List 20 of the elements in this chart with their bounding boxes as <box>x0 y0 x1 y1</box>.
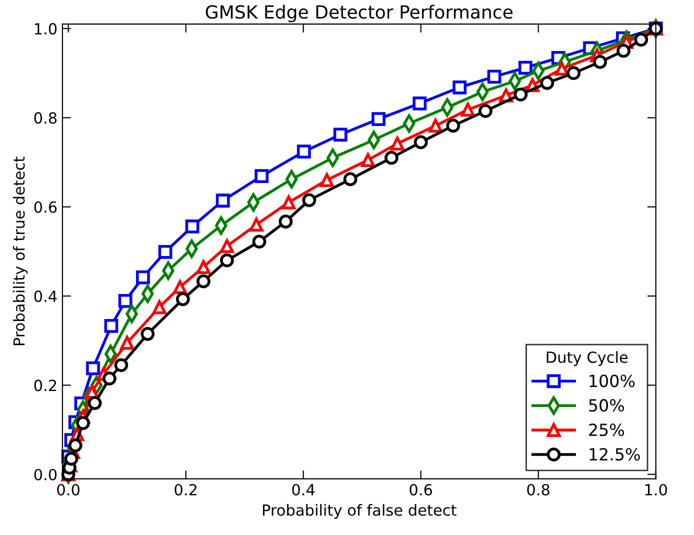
x-tick-label: 1.0 <box>645 484 667 496</box>
x-tick-label: 0.8 <box>527 484 550 496</box>
y-tick-label: 0.4 <box>34 290 57 302</box>
legend-label: 25% <box>589 424 624 436</box>
chart-title: GMSK Edge Detector Performance <box>206 4 512 22</box>
y-tick-label: 0.8 <box>34 112 57 124</box>
y-tick-label: 0.2 <box>34 380 56 392</box>
y-tick-label: 1.0 <box>34 23 57 35</box>
x-tick-label: 0.4 <box>292 484 315 496</box>
x-tick-label: 0.0 <box>57 484 80 496</box>
legend-label: 12.5% <box>590 448 640 461</box>
y-tick-label: 0.6 <box>34 201 57 213</box>
x-tick-label: 0.6 <box>410 484 432 496</box>
legend-label: 50% <box>589 399 624 412</box>
x-axis-title: Probability of false detect <box>263 504 456 519</box>
y-tick-label: 0.0 <box>34 468 57 480</box>
legend-label: 100% <box>590 374 635 388</box>
x-tick-label: 0.2 <box>174 484 196 496</box>
legend-title: Duty Cycle <box>546 351 628 366</box>
y-axis-title: Probability of true detect <box>12 156 28 346</box>
